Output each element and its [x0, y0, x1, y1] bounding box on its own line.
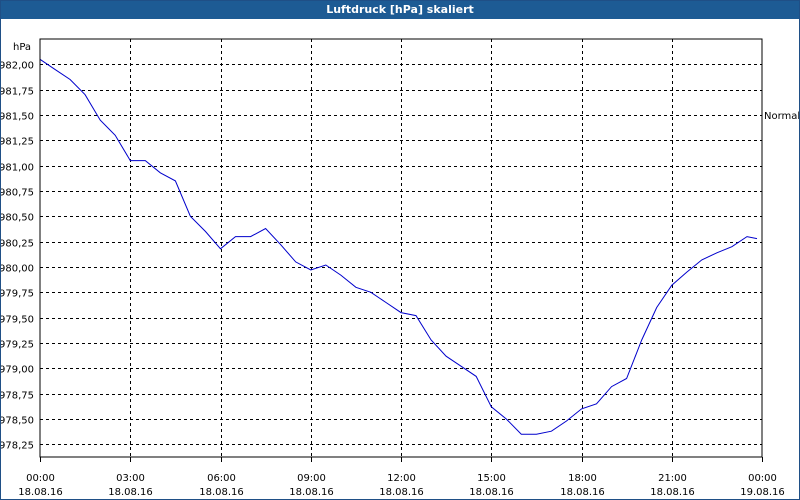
x-tick-date-label: 18.08.16	[108, 487, 153, 498]
chart-title: Luftdruck [hPa] skaliert	[1, 1, 799, 19]
y-tick-label: 978,25	[1, 441, 34, 452]
x-tick-date-label: 18.08.16	[560, 487, 605, 498]
y-tick-label: 980,75	[1, 188, 34, 199]
y-tick-label: 979,50	[1, 315, 34, 326]
x-axis-ticks: 00:00 18.08.16 03:00 18.08.16 06:00 18.08.16 0…	[18, 457, 785, 498]
x-tick-date-label: 18.08.16	[379, 487, 424, 498]
series-line	[39, 58, 758, 435]
x-tick-date-label: 19.08.16	[740, 487, 785, 498]
y-tick-label: 982,00	[1, 61, 34, 72]
x-tick-date-label: 18.08.16	[469, 487, 514, 498]
y-tick-label: 980,00	[1, 264, 34, 275]
x-tick-time-label: 18:00	[568, 473, 597, 484]
y-tick-label: 980,50	[1, 213, 34, 224]
x-tick-time-label: 12:00	[387, 473, 416, 484]
y-tick-label: 979,00	[1, 365, 34, 376]
y-tick-label: 980,25	[1, 239, 34, 250]
x-tick-date-label: 18.08.16	[199, 487, 244, 498]
x-tick-date-label: 18.08.16	[289, 487, 334, 498]
x-tick-time-label: 00:00	[26, 473, 55, 484]
plot-area-border	[39, 38, 763, 458]
y-tick-label: 979,25	[1, 340, 34, 351]
reference-line-label: Normal	[764, 111, 799, 122]
x-tick-time-label: 03:00	[116, 473, 145, 484]
y-tick-label: 981,25	[1, 137, 34, 148]
y-tick-label: 981,75	[1, 87, 34, 98]
y-tick-label: 981,00	[1, 163, 34, 174]
x-tick-time-label: 00:00	[748, 473, 777, 484]
x-tick-time-label: 06:00	[207, 473, 236, 484]
x-tick-time-label: 09:00	[297, 473, 326, 484]
y-tick-label: 978,50	[1, 416, 34, 427]
y-tick-label: 981,50	[1, 112, 34, 123]
plot-series	[39, 58, 758, 435]
grid-lines	[40, 39, 762, 457]
y-tick-label: 979,75	[1, 289, 34, 300]
x-tick-date-label: 18.08.16	[650, 487, 695, 498]
x-tick-time-label: 21:00	[658, 473, 687, 484]
y-tick-label: 978,75	[1, 391, 34, 402]
y-axis-unit-label: hPa	[13, 42, 31, 53]
x-tick-date-label: 18.08.16	[18, 487, 63, 498]
x-tick-time-label: 15:00	[477, 473, 506, 484]
y-axis-ticks: 982,00 981,75 981,50 981,25 981,00 980,75 980,…	[1, 61, 34, 452]
